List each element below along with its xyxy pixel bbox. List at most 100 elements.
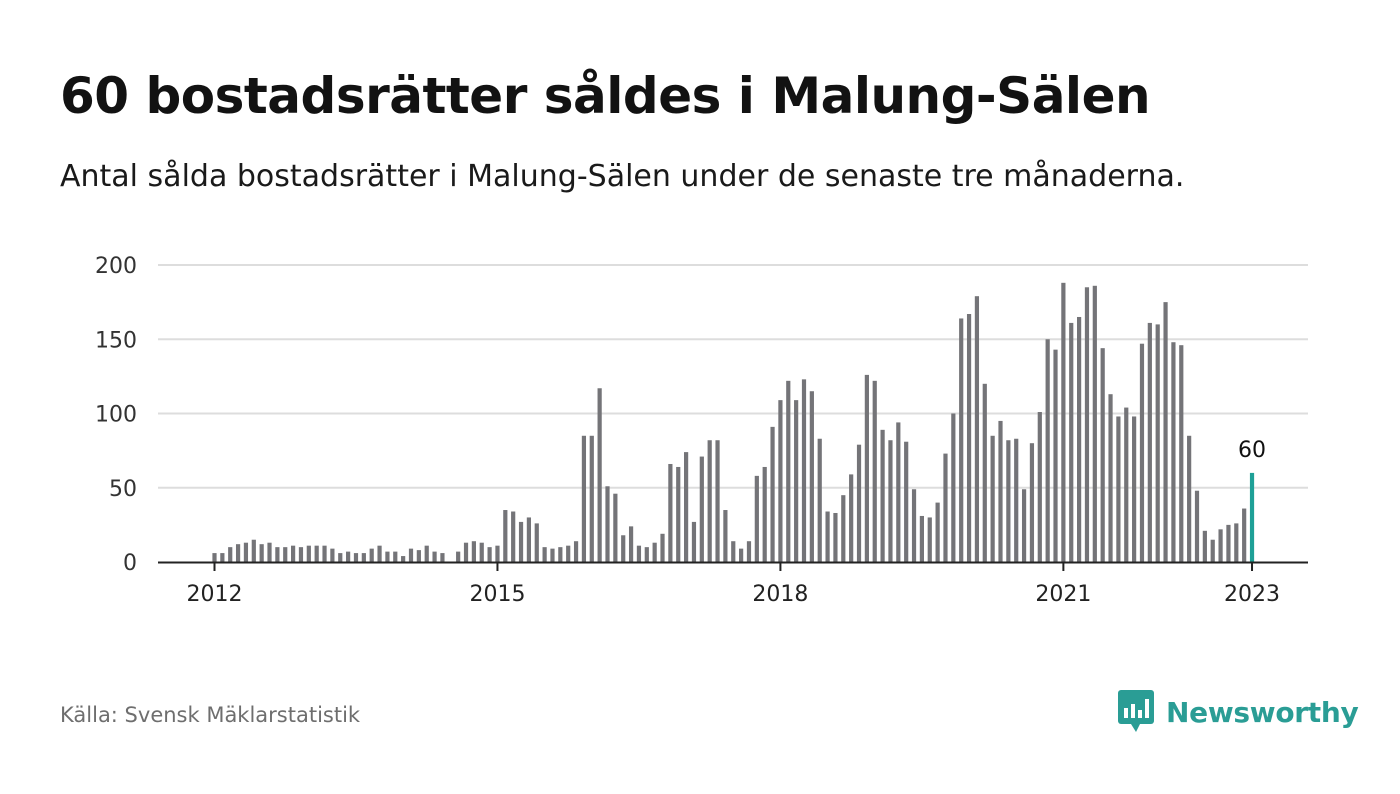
bar: [424, 545, 429, 562]
bar: [636, 545, 642, 562]
newsworthy-logo[interactable]: Newsworthy: [1118, 690, 1359, 734]
bar: [896, 422, 901, 562]
bar: [346, 551, 351, 562]
bar: [911, 489, 917, 562]
bar: [746, 541, 752, 562]
bar: [888, 440, 893, 562]
bar: [1084, 287, 1090, 562]
bar: [998, 420, 1003, 562]
bar: [440, 553, 445, 562]
bar: [605, 486, 610, 562]
bar: [707, 440, 712, 562]
bar: [1226, 524, 1231, 562]
bar: [456, 551, 461, 562]
bar: [739, 548, 744, 562]
bar: [1218, 529, 1223, 562]
bar: [361, 553, 366, 562]
bar: [644, 547, 649, 562]
brand-name: Newsworthy: [1166, 695, 1359, 729]
bar: [919, 515, 924, 562]
bar: [1061, 282, 1066, 562]
bar: [951, 413, 956, 562]
bar: [1037, 412, 1042, 562]
x-tick-label: 2012: [187, 582, 243, 607]
bar: [872, 380, 877, 562]
bar: [935, 502, 940, 562]
bar: [314, 545, 319, 562]
bar: [794, 400, 799, 562]
bar: [966, 314, 972, 562]
bar: [691, 521, 697, 562]
bar: [511, 511, 516, 562]
bar: [1210, 539, 1215, 562]
bar: [589, 435, 594, 562]
bar: [503, 510, 508, 562]
bar: [338, 553, 343, 562]
bar: [770, 426, 775, 562]
bar: [369, 548, 374, 562]
bar: [1100, 348, 1105, 562]
bar: [267, 542, 272, 562]
bar: [291, 545, 296, 562]
bar: [408, 548, 414, 562]
bar: [573, 541, 579, 562]
x-tick-label: 2018: [752, 582, 808, 607]
bar: [275, 547, 280, 562]
bar: [353, 553, 359, 562]
bar: [220, 553, 225, 562]
bar: [1006, 440, 1011, 562]
chart-subtitle: Antal sålda bostadsrätter i Malung-Sälen…: [60, 159, 1185, 194]
bar: [762, 466, 767, 562]
bar: [534, 523, 539, 562]
bar: [479, 542, 484, 562]
y-tick-label: 0: [123, 551, 137, 576]
x-tick-label: 2023: [1224, 582, 1280, 607]
bar: [833, 512, 838, 562]
bar: [849, 474, 854, 562]
bar: [809, 391, 814, 562]
bar: [1155, 324, 1160, 562]
bar: [684, 452, 689, 562]
bar: [1108, 394, 1113, 562]
bar: [1242, 508, 1247, 562]
bar: [778, 400, 783, 562]
bar: [825, 511, 830, 562]
bar: [982, 383, 987, 562]
y-tick-label: 150: [95, 328, 137, 353]
x-tick-label: 2015: [469, 582, 525, 607]
bar: [786, 380, 791, 562]
bar: [1147, 322, 1152, 562]
bar: [432, 551, 437, 562]
bar: [1163, 302, 1168, 562]
y-tick-label: 50: [109, 477, 137, 502]
bar: [1132, 416, 1137, 562]
bar: [330, 548, 335, 562]
bar: [259, 544, 264, 562]
bar: [1053, 349, 1058, 562]
bar: [1014, 438, 1019, 562]
bar: [1139, 343, 1145, 562]
bar: [597, 388, 602, 562]
bar: [251, 539, 256, 562]
source-note: Källa: Svensk Mäklarstatistik: [60, 703, 361, 727]
bar: [550, 548, 555, 562]
bar: [652, 542, 657, 562]
bar: [463, 542, 469, 562]
bar: [943, 453, 948, 562]
x-tick-label: 2021: [1035, 582, 1091, 607]
bar: [377, 545, 382, 562]
bar: [841, 495, 846, 562]
bar: [927, 517, 932, 562]
bar: [322, 545, 327, 562]
bar: [723, 510, 728, 562]
axes: 0 50 100 150 200 60 2012 2015 2018 2021 2023: [95, 254, 1308, 607]
bar: [613, 493, 618, 562]
bar: [699, 456, 704, 562]
bar: [235, 544, 241, 562]
bar: [228, 547, 233, 562]
bar: [1124, 407, 1129, 562]
bar: [1202, 530, 1207, 562]
bar: [1187, 435, 1192, 562]
bar: [1029, 443, 1035, 562]
